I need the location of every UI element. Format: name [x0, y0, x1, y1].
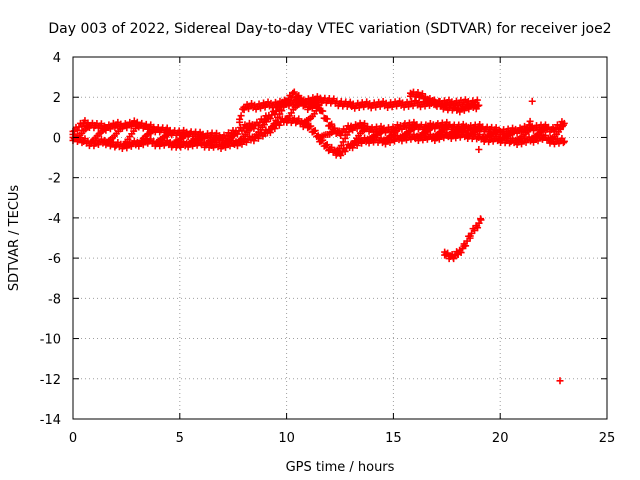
main-band-point [526, 125, 534, 133]
x-tick-label: 0 [69, 431, 77, 446]
y-ticks: -14 -12 -10 -8 -6 -4 -2 0 2 4 [40, 51, 607, 428]
x-ticks: 0 5 10 15 20 25 [69, 57, 615, 446]
negative-arc-point [462, 242, 470, 250]
main-band-upper-point [289, 89, 297, 97]
main-band-point [330, 127, 338, 135]
main-band-point [151, 126, 159, 134]
main-band-point [166, 129, 174, 137]
plot-frame [72, 56, 608, 420]
outlier-point-point [556, 377, 564, 385]
main-band-point [412, 122, 420, 130]
main-band-point [118, 123, 126, 131]
main-band-point [101, 125, 109, 133]
x-tick-label: 5 [176, 431, 184, 446]
y-tick-label: -14 [40, 413, 61, 428]
main-band-upper-point [323, 115, 331, 123]
main-band-lower-point [337, 151, 345, 159]
negative-arc-point [475, 219, 483, 227]
main-band-upper-point [328, 120, 336, 128]
main-band-upper-point [326, 121, 334, 129]
isolated-points-point [528, 97, 536, 105]
main-band-point [314, 103, 322, 111]
y-tick-label: -4 [48, 212, 61, 227]
main-band-point [493, 128, 501, 136]
y-tick-label: -10 [40, 333, 61, 348]
main-band-upper-point [337, 131, 345, 139]
main-band-point [280, 103, 288, 111]
main-band-point [380, 126, 388, 134]
main-band-point [249, 122, 257, 130]
main-band-point [510, 127, 518, 135]
main-band-point [216, 134, 224, 142]
main-band-lower-point [341, 147, 349, 155]
y-tick-label: 2 [53, 91, 61, 106]
main-band-point [297, 99, 305, 107]
main-band-point [134, 122, 142, 130]
y-tick-label: 4 [53, 51, 61, 66]
main-band-lower-point [311, 127, 319, 135]
main-band-upper-point [73, 126, 81, 134]
main-band-point [478, 125, 486, 133]
y-tick-label: 0 [53, 131, 61, 146]
negative-arc-point [466, 234, 474, 242]
main-band-point [85, 122, 93, 130]
x-tick-label: 10 [278, 431, 295, 446]
x-tick-label: 25 [599, 431, 616, 446]
isolated-points-point [236, 118, 244, 126]
upper-arc-point [474, 102, 482, 110]
main-band-point [339, 138, 347, 146]
negative-arc-point [442, 250, 450, 258]
main-band-point [460, 124, 468, 132]
main-band-point [232, 129, 240, 137]
main-band-point [543, 125, 551, 133]
chart-title: Day 003 of 2022, Sidereal Day-to-day VTE… [48, 21, 611, 37]
main-band-upper-point [254, 122, 262, 130]
isolated-points-point [475, 146, 483, 154]
main-band-upper-point [319, 107, 327, 115]
x-tick-label: 15 [385, 431, 402, 446]
negative-arc-point [457, 249, 465, 257]
y-tick-label: -12 [40, 373, 61, 388]
x-tick-label: 20 [492, 431, 509, 446]
y-tick-label: -8 [48, 292, 61, 307]
negative-arc-point [477, 215, 485, 223]
main-band-lower-point [275, 121, 283, 129]
main-band-point [347, 124, 355, 132]
negative-arc-point [450, 255, 458, 263]
x-axis-label: GPS time / hours [286, 460, 395, 475]
main-band-point [337, 142, 345, 150]
y-axis-label: SDTVAR / TECUs [7, 185, 22, 292]
main-band-point [395, 125, 403, 133]
main-band-point [445, 122, 453, 130]
main-band-lower-point [559, 139, 567, 147]
y-tick-label: -6 [48, 252, 61, 267]
main-band-point [362, 125, 370, 133]
main-band-point [278, 107, 286, 115]
main-band-point [282, 99, 290, 107]
isolated-points-point [473, 96, 481, 104]
main-band-point [264, 115, 272, 123]
isolated-points-point [237, 112, 245, 120]
main-band-upper-point [290, 88, 298, 96]
negative-arc-point [474, 224, 482, 232]
isolated-points-point [526, 117, 534, 125]
grid [73, 57, 607, 419]
y-tick-label: -2 [48, 172, 61, 187]
main-band-lower-point [323, 141, 331, 149]
main-band-upper-point [559, 121, 567, 129]
main-band-upper-point [238, 127, 246, 135]
main-band-point [312, 107, 320, 115]
data-points [69, 88, 568, 385]
main-band-upper-point [78, 122, 86, 130]
main-band-lower-point [307, 122, 315, 130]
main-band-point [428, 124, 436, 132]
main-band-point [183, 130, 191, 138]
main-band-point [199, 132, 207, 140]
main-band-point [558, 122, 566, 130]
main-band-point [287, 109, 295, 117]
main-band-point [560, 137, 568, 145]
